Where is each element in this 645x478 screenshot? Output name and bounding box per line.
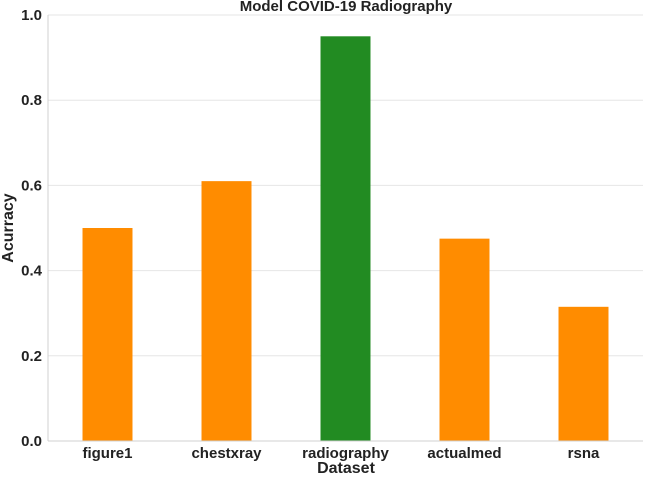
bar-figure1 <box>82 228 133 441</box>
x-axis-label: Dataset <box>317 460 375 477</box>
y-tick-label: 1.0 <box>21 7 42 24</box>
x-tick-labels: figure1 chestxray radiography actualmed rsna <box>82 445 600 462</box>
x-tick-label-radiography: radiography <box>302 445 389 462</box>
bar-rsna <box>558 306 609 441</box>
y-tick-label: 0.8 <box>21 92 42 109</box>
y-tick-label: 0.6 <box>21 177 42 194</box>
y-tick-label: 0.4 <box>21 263 43 280</box>
y-tick-labels: 0.0 0.2 0.4 0.6 0.8 1.0 <box>21 7 43 450</box>
y-tick-label: 0.2 <box>21 348 42 365</box>
x-tick-label-actualmed: actualmed <box>427 445 501 462</box>
bars <box>82 36 609 442</box>
y-tick-label: 0.0 <box>21 433 42 450</box>
bar-radiography <box>320 36 371 442</box>
x-tick-label-chestxray: chestxray <box>191 445 262 462</box>
x-tick-label-rsna: rsna <box>568 445 600 462</box>
chart-title: Model COVID-19 Radiography <box>240 0 453 15</box>
bar-chestxray <box>201 181 252 441</box>
y-axis-label: Acurracy <box>0 193 17 262</box>
bar-actualmed <box>439 238 490 441</box>
x-tick-label-figure1: figure1 <box>82 445 132 462</box>
